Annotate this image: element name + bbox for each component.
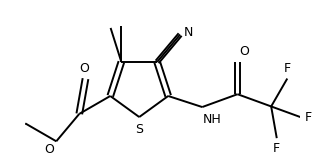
Text: NH: NH xyxy=(203,114,222,126)
Text: S: S xyxy=(135,124,143,136)
Text: F: F xyxy=(305,111,312,124)
Text: O: O xyxy=(45,143,55,156)
Text: N: N xyxy=(184,26,193,39)
Text: O: O xyxy=(239,45,249,58)
Text: O: O xyxy=(79,62,89,75)
Text: F: F xyxy=(273,142,280,155)
Text: F: F xyxy=(284,62,291,75)
